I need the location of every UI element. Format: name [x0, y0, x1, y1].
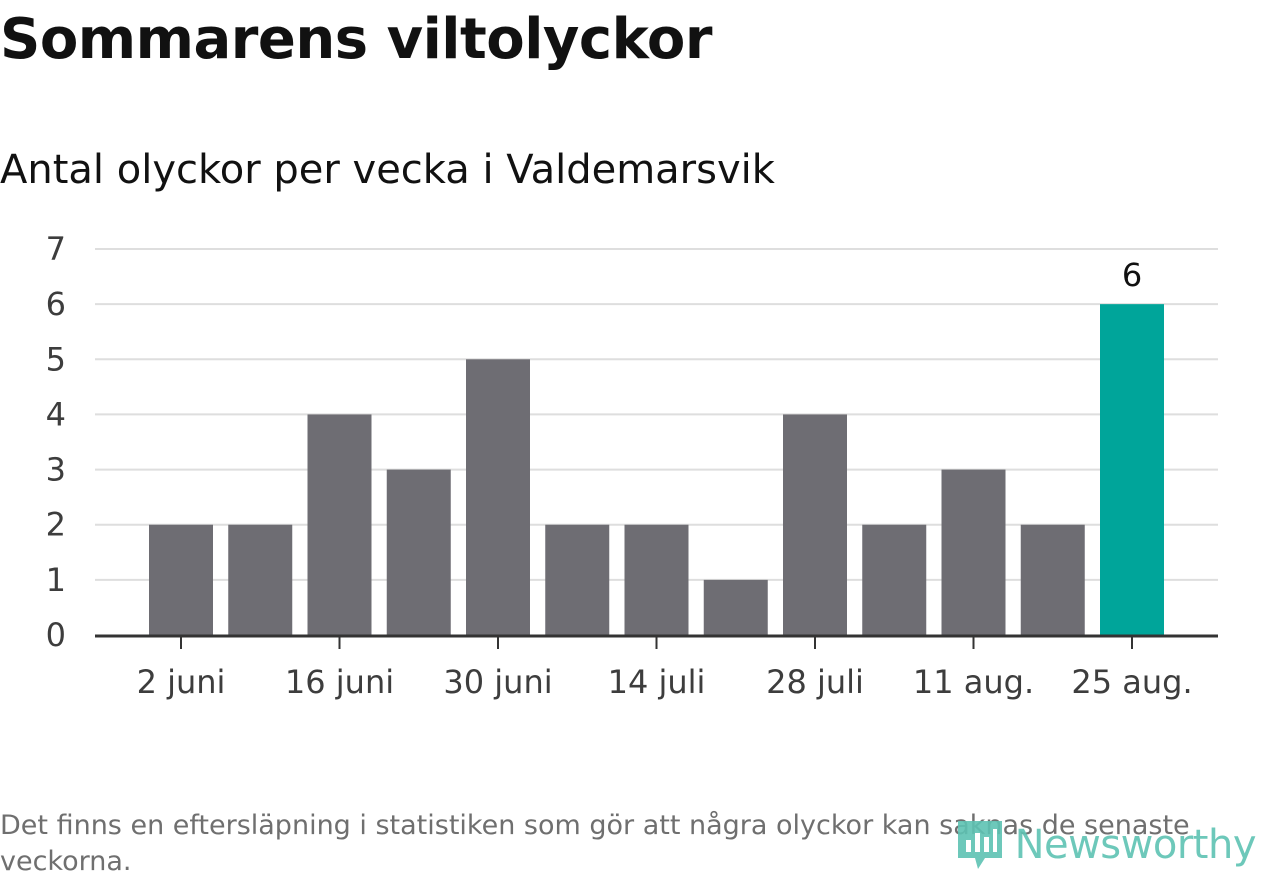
newsworthy-logo-icon	[957, 821, 1002, 869]
x-tick-label: 11 aug.	[913, 663, 1034, 701]
bar	[703, 579, 768, 635]
x-tick-label: 28 juli	[766, 663, 864, 701]
bar	[545, 524, 610, 635]
y-tick-label: 2	[46, 506, 66, 544]
y-tick-label: 7	[46, 230, 66, 268]
bar	[149, 524, 213, 635]
bar	[386, 469, 451, 635]
brand-logo: Newsworthy	[955, 818, 1257, 872]
bar	[783, 414, 847, 635]
y-tick-label: 5	[46, 340, 66, 378]
brand-name: Newsworthy	[1014, 822, 1257, 868]
chart-subtitle: Antal olyckor per vecka i Valdemarsvik	[0, 147, 775, 193]
bar-highlight	[1100, 304, 1164, 635]
y-tick-label: 1	[46, 561, 66, 599]
bar	[228, 524, 293, 635]
x-tick-label: 30 juni	[443, 663, 552, 701]
bar	[624, 524, 689, 635]
x-axis-labels: 2 juni 16 juni 30 juni 14 juli 28 juli 11 aug…	[137, 663, 1193, 701]
y-tick-label: 3	[46, 451, 66, 489]
bar	[941, 469, 1006, 635]
y-tick-label: 4	[46, 395, 66, 433]
bar-value-label: 6	[1122, 256, 1142, 294]
bar	[1020, 524, 1085, 635]
x-tick-label: 25 aug.	[1071, 663, 1192, 701]
bar	[307, 414, 372, 635]
y-axis-labels: 0 1 2 3 4 5 6 7	[46, 230, 66, 654]
x-tick-label: 16 juni	[285, 663, 394, 701]
x-tick-label: 14 juli	[608, 663, 706, 701]
chart-title: Sommarens viltolyckor	[0, 7, 712, 72]
bar	[862, 524, 927, 635]
bar	[466, 359, 530, 635]
x-tick-label: 2 juni	[137, 663, 226, 701]
y-tick-label: 6	[46, 285, 66, 323]
x-axis	[95, 634, 1218, 649]
y-tick-label: 0	[46, 616, 66, 654]
bars	[149, 304, 1164, 635]
data-labels: 6	[1122, 256, 1142, 294]
